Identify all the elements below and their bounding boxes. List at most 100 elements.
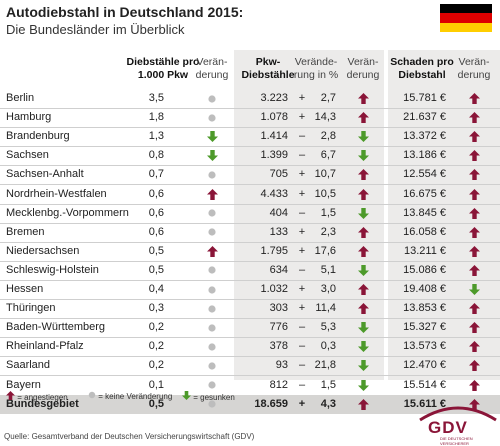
state-name: Bundesgebiet xyxy=(6,397,79,410)
damage-value: 16.675 € xyxy=(403,187,446,200)
change-sign: – xyxy=(298,321,306,334)
damage-value: 13.853 € xyxy=(403,302,446,315)
rate-change-dot-icon xyxy=(204,108,220,127)
rate-change-dot-icon xyxy=(204,89,220,108)
page-subtitle: Die Bundesländer im Überblick xyxy=(6,22,185,37)
damage-change-arrow-up-icon xyxy=(466,165,482,184)
thefts-trend-arrow-up-icon xyxy=(355,280,371,299)
change-pct-value: 1,5 xyxy=(320,206,336,219)
damage-change-arrow-up-icon xyxy=(466,242,482,261)
page-title: Autodiebstahl in Deutschland 2015: xyxy=(6,4,244,20)
table-row: Schleswig-Holstein 0,5 634– 5,1 15.086 € xyxy=(0,261,500,281)
damage-value: 15.611 € xyxy=(403,397,446,410)
damage-change-arrow-up-icon xyxy=(466,337,482,356)
rate-value: 3,5 xyxy=(148,92,164,104)
rate-value: 0,3 xyxy=(148,302,164,315)
change-pct-value: 2,3 xyxy=(320,225,336,238)
thefts-trend-arrow-down-icon xyxy=(355,204,371,223)
damage-change-arrow-up-icon xyxy=(466,204,482,223)
table-row: Thüringen 0,3 303 +11,4 13.853 € xyxy=(0,299,500,320)
damage-value: 19.408 € xyxy=(403,283,446,295)
table-row: Sachsen-Anhalt 0,7 705 +10,7 12.554 € xyxy=(0,165,500,186)
state-name: Mecklenbg.-Vorpommern xyxy=(6,206,129,219)
thefts-value: 1.078 xyxy=(260,111,288,124)
state-name: Bayern xyxy=(6,378,41,391)
rate-value: 0,6 xyxy=(148,206,164,219)
thefts-value: 93 xyxy=(275,359,288,372)
thefts-value: 18.659 xyxy=(254,397,288,410)
rate-change-dot-icon xyxy=(204,165,220,184)
change-sign: + xyxy=(298,111,306,124)
state-name: Schleswig-Holstein xyxy=(6,263,99,276)
thefts-value: 4.433 xyxy=(260,187,288,200)
table-row: Bayern 0,1 812– 1,5 15.514 € xyxy=(0,376,500,396)
state-name: Saarland xyxy=(6,359,51,372)
change-sign: – xyxy=(298,359,306,372)
legend-item-up: = angestiegen xyxy=(6,391,68,402)
rate-change-dot-icon xyxy=(204,356,220,375)
change-pct-value: 2,8 xyxy=(320,130,336,143)
header-rate-change: Verän-derung xyxy=(195,56,229,81)
thefts-trend-arrow-up-icon xyxy=(355,242,371,261)
table-row: Hamburg 1,8 1.078 +14,3 21.637 € xyxy=(0,108,500,129)
thefts-value: 1.032 xyxy=(260,283,288,295)
change-sign: – xyxy=(298,340,306,353)
thefts-trend-arrow-down-icon xyxy=(355,146,371,165)
change-pct-value: 10,7 xyxy=(314,168,336,181)
change-pct-value: 4,3 xyxy=(320,397,336,410)
thefts-value: 1.795 xyxy=(260,244,288,257)
thefts-trend-arrow-down-icon xyxy=(355,318,371,337)
change-sign: – xyxy=(298,378,306,391)
damage-change-arrow-up-icon xyxy=(466,185,482,204)
rate-value: 0,8 xyxy=(148,149,164,162)
header-thefts-change-pct: Verände-rung in % xyxy=(293,56,339,81)
legend-item-flat: = keine Veränderung xyxy=(88,391,172,401)
thefts-trend-arrow-up-icon xyxy=(355,89,371,108)
damage-change-arrow-down-icon xyxy=(466,280,482,299)
german-flag-icon xyxy=(440,4,492,32)
change-sign: + xyxy=(298,225,306,238)
change-pct-value: 6,7 xyxy=(320,149,336,162)
thefts-trend-arrow-up-icon xyxy=(355,223,371,242)
rate-value: 1,3 xyxy=(148,130,164,143)
change-sign: + xyxy=(298,187,306,200)
thefts-trend-arrow-up-icon xyxy=(355,165,371,184)
change-pct-value: 2,7 xyxy=(320,92,336,104)
legend-item-down: = gesunken xyxy=(182,391,235,402)
damage-change-arrow-up-icon xyxy=(466,223,482,242)
rate-value: 0,1 xyxy=(148,378,164,391)
table-row: Hessen 0,4 1.032 +3,0 19.408 € xyxy=(0,280,500,300)
table-row: Niedersachsen 0,5 1.795 +17,6 13.211 € xyxy=(0,242,500,262)
state-name: Baden-Württemberg xyxy=(6,321,106,334)
source-note: Quelle: Gesamtverband der Deutschen Vers… xyxy=(4,432,255,441)
rate-change-dot-icon xyxy=(204,223,220,242)
thefts-value: 303 xyxy=(269,302,288,315)
table-row: Bremen 0,6 133 +2,3 16.058 € xyxy=(0,223,500,243)
gdv-logo: GDV xyxy=(428,418,468,437)
column-group-band-thefts xyxy=(234,50,384,380)
damage-value: 15.514 € xyxy=(403,378,446,391)
state-name: Hamburg xyxy=(6,111,52,124)
arrow-down-icon xyxy=(182,391,191,400)
rate-change-dot-icon xyxy=(204,376,220,395)
rate-value: 0,5 xyxy=(148,244,164,257)
state-name: Brandenburg xyxy=(6,130,70,143)
table-row: Baden-Württemberg 0,2 776– 5,3 15.327 € xyxy=(0,318,500,339)
column-group-band-damage xyxy=(388,50,500,380)
damage-change-arrow-up-icon xyxy=(466,356,482,375)
table-row: Brandenburg 1,3 1.414– 2,8 13.372 € xyxy=(0,127,500,148)
state-name: Hessen xyxy=(6,283,44,295)
thefts-trend-arrow-up-icon xyxy=(355,395,371,414)
thefts-value: 378 xyxy=(269,340,288,353)
change-pct-value: 3,0 xyxy=(320,283,336,295)
rate-value: 0,7 xyxy=(148,168,164,181)
damage-value: 16.058 € xyxy=(403,225,446,238)
thefts-value: 133 xyxy=(269,225,288,238)
thefts-trend-arrow-down-icon xyxy=(355,127,371,146)
change-sign: + xyxy=(298,283,306,295)
state-name: Niedersachsen xyxy=(6,244,80,257)
damage-change-arrow-up-icon xyxy=(466,261,482,280)
thefts-trend-arrow-up-icon xyxy=(355,185,371,204)
header-thefts-trend: Verän-derung xyxy=(346,56,380,81)
rate-value: 1,8 xyxy=(148,111,164,124)
